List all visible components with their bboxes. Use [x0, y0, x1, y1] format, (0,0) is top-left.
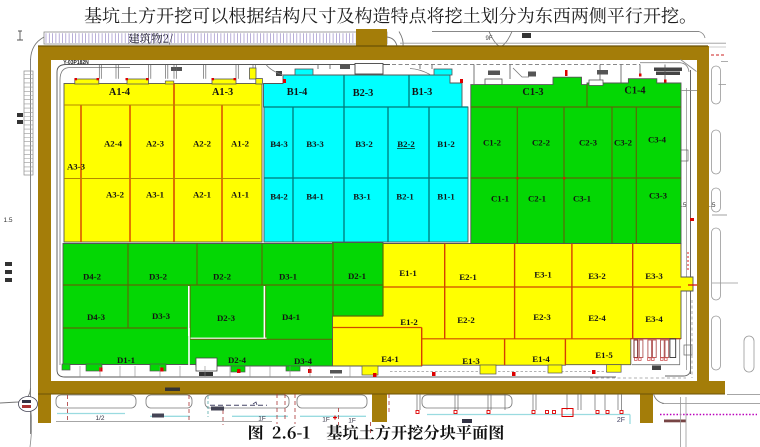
svg-text:B2-3: B2-3 — [353, 88, 374, 99]
svg-text:C2-1: C2-1 — [528, 194, 546, 204]
svg-text:B4-2: B4-2 — [270, 192, 288, 202]
svg-text:B3-2: B3-2 — [355, 139, 373, 149]
svg-text:C1-2: C1-2 — [483, 138, 502, 148]
svg-text:B4-3: B4-3 — [270, 139, 288, 149]
svg-text:B1-4: B1-4 — [287, 87, 308, 98]
svg-text:E2-1: E2-1 — [459, 272, 477, 282]
svg-text:D3-3: D3-3 — [152, 311, 171, 321]
svg-text:D3-1: D3-1 — [279, 272, 297, 282]
svg-text:E3-2: E3-2 — [588, 271, 606, 281]
svg-text:Y-03P182N: Y-03P182N — [63, 60, 89, 66]
svg-text:D4-2: D4-2 — [83, 272, 102, 282]
svg-text:D3-4: D3-4 — [294, 356, 313, 366]
svg-text:C1-1: C1-1 — [491, 194, 509, 204]
svg-text:E1-1: E1-1 — [399, 268, 417, 278]
svg-text:A3-3: A3-3 — [67, 162, 86, 172]
svg-text:B1-1: B1-1 — [437, 192, 455, 202]
svg-text:E2-3: E2-3 — [533, 312, 551, 322]
svg-text:D2-3: D2-3 — [217, 313, 236, 323]
svg-text:C3-1: C3-1 — [573, 194, 591, 204]
svg-text:E3-4: E3-4 — [645, 314, 663, 324]
svg-text:E1-5: E1-5 — [595, 350, 613, 360]
svg-text:E4-1: E4-1 — [381, 354, 399, 364]
svg-text:C3-3: C3-3 — [649, 191, 668, 201]
svg-text:B3-1: B3-1 — [353, 192, 371, 202]
svg-text:1F: 1F — [258, 416, 266, 423]
svg-text:B1-3: B1-3 — [412, 87, 433, 98]
svg-text:A2-1: A2-1 — [193, 190, 211, 200]
svg-text:B2-1: B2-1 — [396, 192, 414, 202]
svg-text:E3-1: E3-1 — [534, 270, 552, 280]
svg-text:E1-4: E1-4 — [532, 354, 550, 364]
svg-text:A1-4: A1-4 — [109, 87, 130, 98]
svg-text:B4-1: B4-1 — [306, 192, 324, 202]
svg-text:D3-2: D3-2 — [149, 272, 168, 282]
svg-text:A1-2: A1-2 — [231, 139, 250, 149]
svg-text:C2-3: C2-3 — [579, 138, 598, 148]
svg-text:C2-2: C2-2 — [532, 138, 551, 148]
svg-text:A2-2: A2-2 — [193, 139, 212, 149]
svg-text:E2-2: E2-2 — [457, 315, 475, 325]
svg-text:C3-2: C3-2 — [614, 138, 633, 148]
svg-text:B3-3: B3-3 — [306, 139, 324, 149]
svg-text:1/2: 1/2 — [95, 415, 104, 422]
svg-text:D4-3: D4-3 — [87, 312, 106, 322]
svg-text:1F: 1F — [348, 418, 356, 425]
svg-text:B1-2: B1-2 — [437, 139, 455, 149]
svg-text:C3-4: C3-4 — [648, 135, 667, 145]
svg-text:A3-1: A3-1 — [146, 190, 164, 200]
svg-text:E2-4: E2-4 — [588, 313, 606, 323]
svg-text:D2-2: D2-2 — [213, 272, 232, 282]
svg-text:A1-1: A1-1 — [231, 190, 249, 200]
svg-text:C1-4: C1-4 — [624, 86, 645, 97]
svg-text:1.5: 1.5 — [3, 217, 12, 224]
svg-text:1.5: 1.5 — [677, 202, 686, 209]
svg-text:B2-2: B2-2 — [397, 139, 415, 149]
svg-text:E1-3: E1-3 — [462, 356, 480, 366]
svg-text:A1-3: A1-3 — [212, 87, 233, 98]
svg-text:A2-4: A2-4 — [104, 139, 123, 149]
svg-text:9F: 9F — [485, 36, 492, 42]
svg-text:A3-2: A3-2 — [106, 190, 125, 200]
svg-text:1F: 1F — [322, 417, 330, 424]
svg-text:C1-3: C1-3 — [522, 87, 543, 98]
svg-text:D2-4: D2-4 — [228, 355, 247, 365]
svg-text:E3-3: E3-3 — [645, 271, 663, 281]
svg-text:A2-3: A2-3 — [146, 139, 165, 149]
svg-text:D4-1: D4-1 — [282, 312, 300, 322]
svg-text:2F: 2F — [617, 417, 625, 424]
svg-text:1.5: 1.5 — [706, 202, 715, 209]
svg-text:D2-1: D2-1 — [348, 271, 366, 281]
svg-text:D1-1: D1-1 — [117, 355, 135, 365]
svg-text:E1-2: E1-2 — [400, 317, 418, 327]
